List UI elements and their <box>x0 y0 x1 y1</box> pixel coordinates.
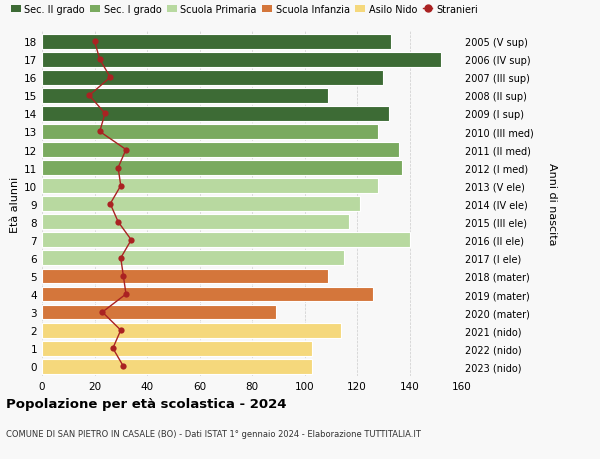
Bar <box>42 107 389 122</box>
Bar <box>42 161 401 176</box>
Bar <box>42 341 313 356</box>
Bar <box>42 125 378 140</box>
Bar <box>42 34 391 50</box>
Y-axis label: Anni di nascita: Anni di nascita <box>547 163 557 246</box>
Bar <box>42 143 399 157</box>
Bar <box>42 287 373 302</box>
Bar <box>42 179 378 194</box>
Bar <box>42 233 410 248</box>
Bar <box>42 269 328 284</box>
Legend: Sec. II grado, Sec. I grado, Scuola Primaria, Scuola Infanzia, Asilo Nido, Stran: Sec. II grado, Sec. I grado, Scuola Prim… <box>11 5 478 15</box>
Text: COMUNE DI SAN PIETRO IN CASALE (BO) - Dati ISTAT 1° gennaio 2024 - Elaborazione : COMUNE DI SAN PIETRO IN CASALE (BO) - Da… <box>6 429 421 438</box>
Bar <box>42 251 344 266</box>
Bar <box>42 305 275 320</box>
Y-axis label: Età alunni: Età alunni <box>10 176 20 232</box>
Bar <box>42 323 341 338</box>
Bar <box>42 71 383 85</box>
Text: Popolazione per età scolastica - 2024: Popolazione per età scolastica - 2024 <box>6 397 287 410</box>
Bar <box>42 53 441 67</box>
Bar <box>42 197 359 212</box>
Bar <box>42 89 328 103</box>
Bar <box>42 359 313 374</box>
Bar <box>42 215 349 230</box>
